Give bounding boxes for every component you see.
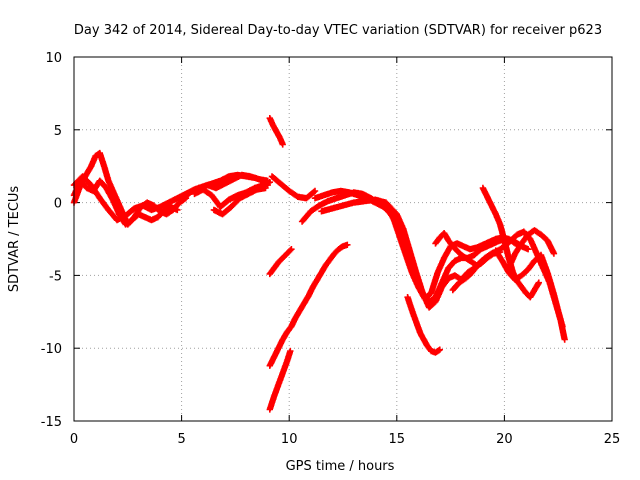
series-track-t xyxy=(505,227,558,272)
x-tick-label: 0 xyxy=(70,432,78,447)
series-track-p xyxy=(432,230,480,269)
series-track-h xyxy=(268,173,319,202)
series-markers xyxy=(266,347,294,413)
series-track-d xyxy=(178,171,271,203)
series-markers xyxy=(178,171,271,203)
x-tick-label: 10 xyxy=(281,432,298,447)
series-markers xyxy=(266,115,286,148)
y-tick-label: 5 xyxy=(54,124,62,139)
x-tick-label: 20 xyxy=(496,432,513,447)
series-markers xyxy=(266,246,295,278)
chart-title: Day 342 of 2014, Sidereal Day-to-day VTE… xyxy=(74,23,602,38)
series-track-s xyxy=(492,247,568,343)
series-track-j xyxy=(266,241,351,369)
x-axis-label: GPS time / hours xyxy=(286,459,395,474)
y-tick-label: 10 xyxy=(45,51,62,66)
y-tick-label: 0 xyxy=(54,197,62,212)
series-markers xyxy=(311,187,532,302)
y-tick-label: -5 xyxy=(49,269,62,284)
axis-ticks: 0 5 10 15 20 25 -15 -10 -5 0 5 10 xyxy=(41,51,621,447)
series-track-i xyxy=(266,246,295,278)
series-track-g xyxy=(266,115,286,148)
series-markers xyxy=(492,247,568,343)
series-markers xyxy=(432,230,480,269)
y-axis-label: SDTVAR / TECUs xyxy=(7,186,22,293)
series-track-f xyxy=(210,184,269,218)
series-track-m xyxy=(311,187,532,302)
y-tick-label: -15 xyxy=(41,415,62,430)
y-tick-label: -10 xyxy=(41,342,62,357)
series-markers xyxy=(505,227,558,272)
series-markers xyxy=(268,173,319,202)
plot-area-border xyxy=(73,56,613,422)
series-track-k xyxy=(266,347,294,413)
data-markers xyxy=(70,115,568,413)
x-tick-label: 25 xyxy=(604,432,621,447)
series-markers xyxy=(266,241,351,369)
series-markers xyxy=(210,184,269,218)
x-tick-label: 5 xyxy=(177,432,185,447)
series-track-o xyxy=(404,294,443,356)
series-markers xyxy=(404,294,443,356)
x-tick-label: 15 xyxy=(389,432,406,447)
